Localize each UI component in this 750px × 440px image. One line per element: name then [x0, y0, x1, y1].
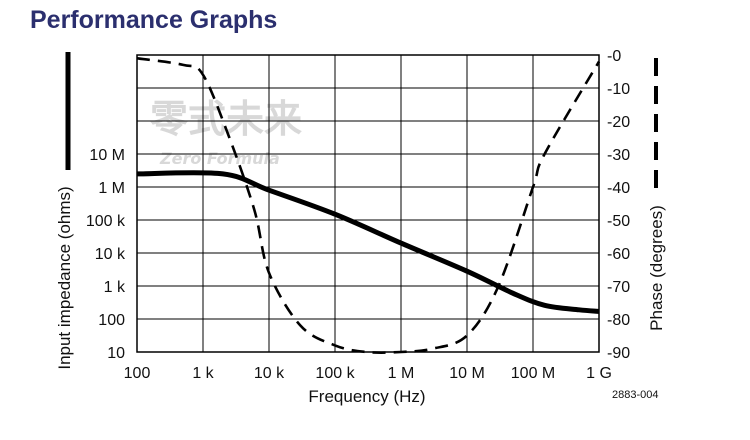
- left-tick-label: 10: [107, 345, 125, 362]
- figure-code: 2883-004: [612, 389, 659, 401]
- left-tick-label: 1 k: [104, 279, 126, 296]
- left-tick-label: 10 M: [89, 147, 125, 164]
- chart-curves: [136, 57, 601, 354]
- x-tick-label: 1 k: [192, 365, 214, 382]
- right-tick-label: -90: [607, 345, 630, 362]
- phase-series-line: [136, 57, 601, 354]
- right-tick-label: -0: [607, 48, 621, 65]
- right-tick-label: -70: [607, 279, 630, 296]
- left-tick-label: 100 k: [86, 213, 126, 230]
- right-tick-label: -40: [607, 180, 630, 197]
- watermark-main: 零式未来: [150, 97, 302, 141]
- x-tick-label: 10 k: [254, 365, 285, 382]
- x-tick-label: 10 M: [449, 365, 485, 382]
- right-tick-label: -50: [607, 213, 630, 230]
- x-tick-label: 100 M: [511, 365, 555, 382]
- page-title: Performance Graphs: [30, 6, 278, 34]
- right-tick-label: -20: [607, 114, 630, 131]
- impedance-series-line: [136, 170, 600, 314]
- x-axis-label: Frequency (Hz): [308, 387, 425, 406]
- left-tick-label: 1 M: [98, 180, 125, 197]
- right-tick-label: -80: [607, 312, 630, 329]
- left-tick-label: 10 k: [95, 246, 126, 263]
- x-tick-label: 1 G: [586, 365, 612, 382]
- left-tick-label: 100: [98, 312, 125, 329]
- right-tick-label: -60: [607, 246, 630, 263]
- right-tick-label: -10: [607, 81, 630, 98]
- x-tick-label: 1 M: [388, 365, 415, 382]
- watermark-sub: Zero Formula: [159, 149, 280, 168]
- right-tick-label: -30: [607, 147, 630, 164]
- x-tick-label: 100: [124, 365, 151, 382]
- x-tick-label: 100 k: [315, 365, 355, 382]
- right-axis-label: Phase (degrees): [647, 205, 666, 331]
- chart-ticks: 100 1 k 10 k 100 k 1 M 10 M 100 M 1 G -0 -10 -20 -3…: [86, 48, 630, 382]
- left-axis-label: Input impedance (ohms): [55, 186, 74, 369]
